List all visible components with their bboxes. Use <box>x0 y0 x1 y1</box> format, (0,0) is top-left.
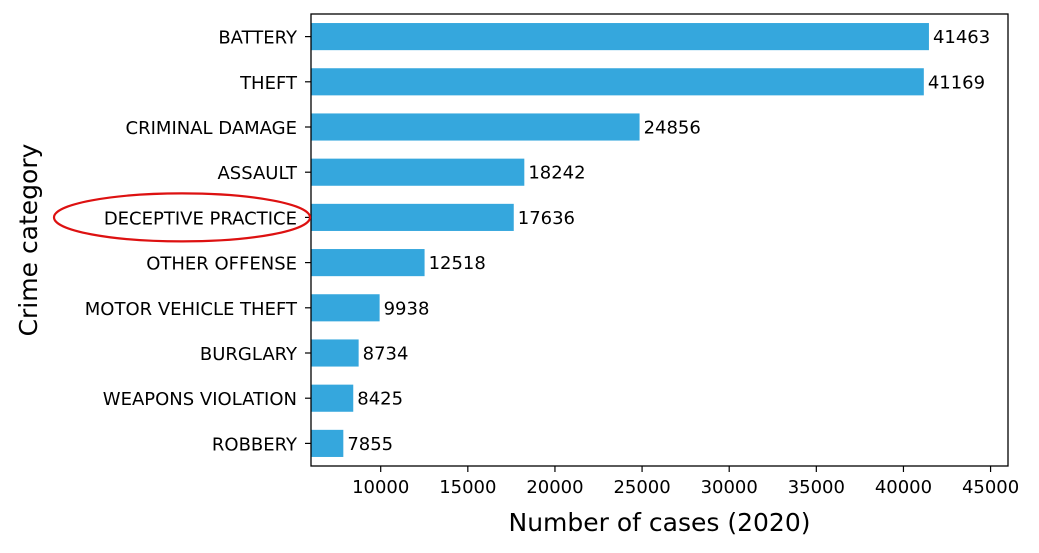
bar-assault <box>311 158 525 186</box>
bar-robbery <box>311 429 344 457</box>
bar-deceptive-practice <box>311 203 514 231</box>
value-label-battery: 41463 <box>933 27 990 48</box>
x-tick-label-20000: 20000 <box>526 477 583 498</box>
value-labels-group: 41463 41169 24856 18242 17636 12518 9938 8734 84… <box>347 27 990 455</box>
bar-criminal-damage <box>311 113 640 141</box>
x-tick-label-45000: 45000 <box>962 477 1019 498</box>
bar-theft <box>311 68 924 96</box>
value-label-motor-vehicle-theft: 9938 <box>384 298 430 319</box>
x-tick-label-10000: 10000 <box>352 477 409 498</box>
x-axis-title: Number of cases (2020) <box>509 508 811 537</box>
y-tick-label-battery: BATTERY <box>218 28 298 49</box>
value-label-other-offense: 12518 <box>429 253 486 274</box>
bar-battery <box>311 23 929 51</box>
y-tick-label-burglary: BURGLARY <box>200 344 298 365</box>
y-axis: BATTERY THEFT CRIMINAL DAMAGE ASSAULT DECEPT… <box>85 28 311 455</box>
bars-group <box>311 23 929 457</box>
value-label-burglary: 8734 <box>363 344 409 365</box>
highlight-ellipse <box>52 192 312 243</box>
value-label-criminal-damage: 24856 <box>644 118 701 139</box>
x-axis: 10000 15000 20000 25000 30000 35000 40000 45000 <box>352 466 1019 498</box>
value-label-robbery: 7855 <box>347 434 393 455</box>
bar-motor-vehicle-theft <box>311 294 380 322</box>
y-tick-label-theft: THEFT <box>239 73 298 94</box>
value-label-assault: 18242 <box>528 163 585 184</box>
x-tick-label-30000: 30000 <box>701 477 758 498</box>
y-tick-label-other-offense: OTHER OFFENSE <box>146 254 297 275</box>
bar-other-offense <box>311 249 425 277</box>
x-tick-label-40000: 40000 <box>875 477 932 498</box>
y-tick-label-assault: ASSAULT <box>217 163 298 184</box>
value-label-theft: 41169 <box>928 72 985 93</box>
plot-frame <box>310 13 1009 467</box>
x-tick-label-15000: 15000 <box>439 477 496 498</box>
value-label-deceptive-practice: 17636 <box>518 208 575 229</box>
x-tick-label-25000: 25000 <box>613 477 670 498</box>
y-tick-label-weapons-violation: WEAPONS VIOLATION <box>103 389 297 410</box>
y-axis-title: Crime category <box>14 143 43 336</box>
x-tick-label-35000: 35000 <box>788 477 845 498</box>
y-tick-label-robbery: ROBBERY <box>212 434 298 455</box>
bar-weapons-violation <box>311 384 354 412</box>
y-tick-label-criminal-damage: CRIMINAL DAMAGE <box>126 118 297 139</box>
bar-burglary <box>311 339 359 367</box>
value-label-weapons-violation: 8425 <box>357 389 403 410</box>
y-tick-label-deceptive-practice: DECEPTIVE PRACTICE <box>104 208 297 229</box>
y-tick-label-motor-vehicle-theft: MOTOR VEHICLE THEFT <box>85 299 298 320</box>
